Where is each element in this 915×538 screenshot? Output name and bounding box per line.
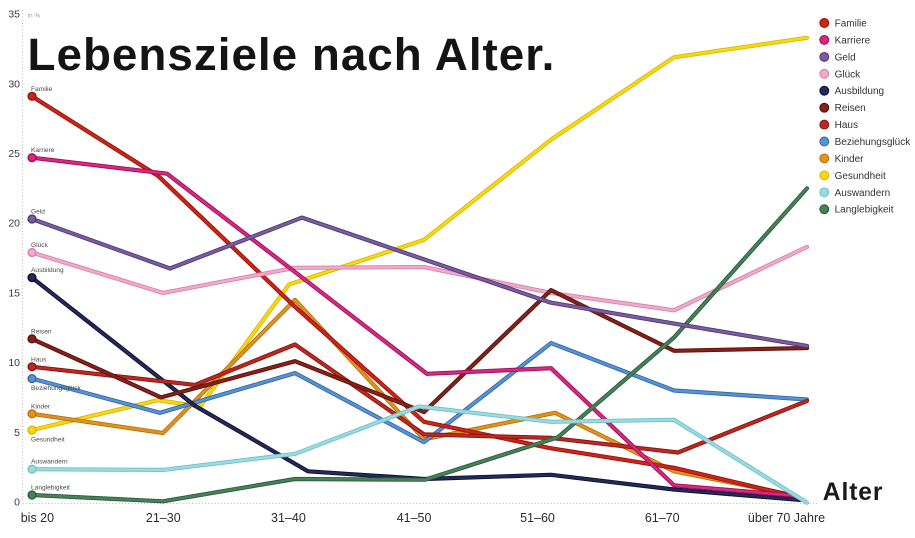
svg-text:0: 0 (14, 497, 20, 509)
svg-text:Haus: Haus (835, 120, 858, 131)
svg-text:in %: in % (28, 13, 41, 20)
svg-text:51–60: 51–60 (520, 511, 555, 525)
svg-text:Langlebigkeit: Langlebigkeit (835, 205, 894, 216)
svg-text:bis 20: bis 20 (21, 511, 54, 525)
svg-text:Beziehungsglück: Beziehungsglück (835, 137, 912, 148)
svg-text:Beziehungsglück: Beziehungsglück (31, 385, 82, 392)
svg-text:Gesundheit: Gesundheit (835, 171, 886, 182)
svg-text:Karriere: Karriere (31, 147, 55, 154)
svg-text:Ausbildung: Ausbildung (31, 267, 64, 274)
svg-text:Glück: Glück (835, 69, 862, 80)
svg-text:Familie: Familie (31, 86, 53, 93)
svg-text:35: 35 (8, 9, 20, 21)
svg-text:Langlebigkeit: Langlebigkeit (31, 485, 70, 492)
svg-text:Alter: Alter (823, 479, 884, 506)
svg-text:15: 15 (8, 287, 20, 299)
svg-text:Glück: Glück (31, 242, 49, 249)
svg-text:Lebensziele nach Alter.: Lebensziele nach Alter. (28, 29, 556, 80)
svg-text:5: 5 (14, 427, 20, 439)
svg-text:Kinder: Kinder (31, 403, 51, 410)
svg-text:Reisen: Reisen (835, 103, 866, 114)
svg-text:Geld: Geld (835, 52, 856, 63)
svg-text:30: 30 (8, 78, 20, 90)
svg-text:31–40: 31–40 (271, 511, 306, 525)
svg-text:Haus: Haus (31, 356, 47, 363)
svg-text:21–30: 21–30 (146, 511, 181, 525)
svg-text:41–50: 41–50 (397, 511, 432, 525)
svg-text:Kinder: Kinder (835, 154, 865, 165)
svg-text:Familie: Familie (835, 19, 868, 30)
svg-text:Reisen: Reisen (31, 328, 52, 335)
svg-text:Geld: Geld (31, 209, 45, 216)
svg-text:Karriere: Karriere (835, 35, 871, 46)
svg-text:10: 10 (8, 357, 20, 369)
svg-text:über 70 Jahre: über 70 Jahre (748, 511, 825, 525)
svg-text:Ausbildung: Ausbildung (835, 86, 884, 97)
svg-text:Auswandern: Auswandern (31, 459, 68, 466)
svg-text:20: 20 (8, 218, 20, 230)
svg-text:Gesundheit: Gesundheit (31, 437, 65, 444)
svg-text:61–70: 61–70 (645, 511, 680, 525)
svg-text:Auswandern: Auswandern (835, 188, 891, 199)
svg-text:25: 25 (8, 148, 20, 160)
